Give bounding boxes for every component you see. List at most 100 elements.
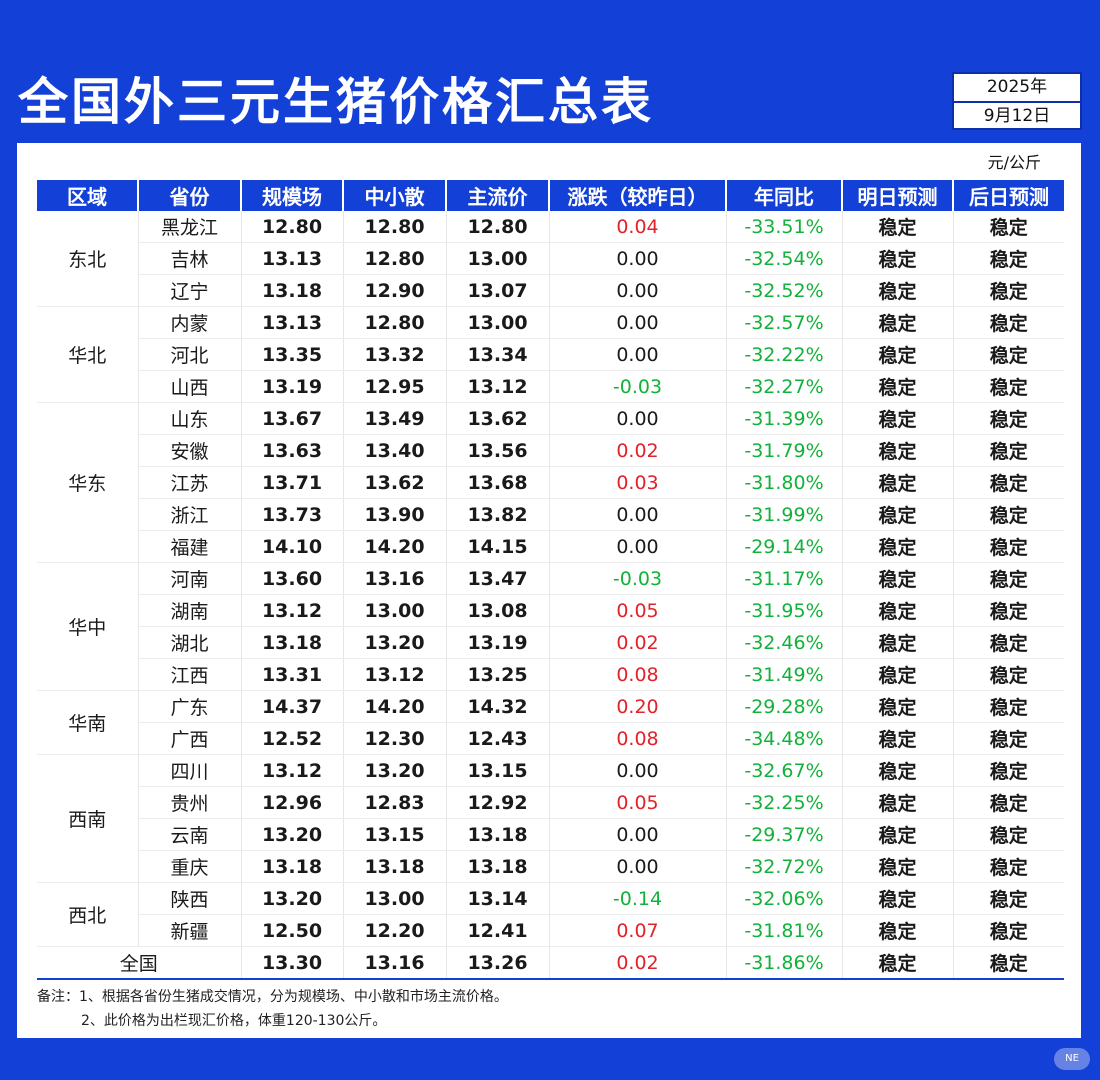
change-value: 0.04 [549,211,727,243]
forecast-tomorrow: 稳定 [842,690,954,723]
small-farm-price: 13.20 [343,626,447,659]
forecast-tomorrow: 稳定 [842,946,954,980]
large-farm-price: 13.60 [241,562,344,595]
main-price: 13.18 [446,850,550,883]
forecast-tomorrow: 稳定 [842,914,954,947]
change-value: 0.08 [549,658,727,691]
main-price: 13.25 [446,658,550,691]
yoy-value: -33.51% [726,211,843,243]
forecast-dayafter: 稳定 [953,211,1064,243]
large-farm-price: 13.63 [241,434,344,467]
small-farm-price: 13.40 [343,434,447,467]
province-cell: 吉林 [138,242,242,275]
header-province: 省份 [138,180,242,211]
table-card: 元/公斤 区域 省份 规模场 中小散 主流价 涨跌（较昨日） 年同比 明日预测 … [17,143,1081,1038]
province-cell: 江西 [138,658,242,691]
province-cell: 内蒙 [138,306,242,339]
table-row: 山西 13.19 12.95 13.12 -0.03 -32.27% 稳定 稳定 [37,370,1064,403]
large-farm-price: 13.67 [241,402,344,435]
table-row: 华北 内蒙 13.13 12.80 13.00 0.00 -32.57% 稳定 稳定 [37,306,1064,403]
forecast-tomorrow: 稳定 [842,434,954,467]
province-cell: 黑龙江 [138,211,242,243]
main-price: 13.19 [446,626,550,659]
main-price: 13.00 [446,242,550,275]
notes: 备注：1、根据各省份生猪成交情况，分为规模场、中小散和市场主流价格。 2、此价格… [37,985,508,1033]
main-price: 13.68 [446,466,550,499]
header-small-farm: 中小散 [343,180,447,211]
forecast-tomorrow: 稳定 [842,850,954,883]
forecast-tomorrow: 稳定 [842,498,954,531]
table-row: 安徽 13.63 13.40 13.56 0.02 -31.79% 稳定 稳定 [37,434,1064,467]
change-value: 0.00 [549,850,727,883]
forecast-dayafter: 稳定 [953,370,1064,403]
yoy-value: -31.95% [726,594,843,627]
small-farm-price: 12.20 [343,914,447,947]
large-farm-price: 13.71 [241,466,344,499]
forecast-tomorrow: 稳定 [842,754,954,787]
main-price: 12.80 [446,211,550,243]
small-farm-price: 12.80 [343,211,447,243]
large-farm-price: 13.12 [241,594,344,627]
forecast-tomorrow: 稳定 [842,466,954,499]
small-farm-price: 13.16 [343,946,447,980]
change-value: 0.00 [549,530,727,563]
large-farm-price: 13.73 [241,498,344,531]
province-cell: 江苏 [138,466,242,499]
change-value: 0.00 [549,498,727,531]
table-row: 华东 山东 13.67 13.49 13.62 0.00 -31.39% 稳定 稳定 [37,402,1064,563]
forecast-tomorrow: 稳定 [842,626,954,659]
large-farm-price: 13.18 [241,274,344,307]
province-cell: 福建 [138,530,242,563]
change-value: -0.14 [549,882,727,915]
change-value: 0.00 [549,754,727,787]
province-cell: 贵州 [138,786,242,819]
yoy-value: -29.37% [726,818,843,851]
forecast-dayafter: 稳定 [953,338,1064,371]
yoy-value: -32.54% [726,242,843,275]
national-label: 全国 [37,946,242,980]
large-farm-price: 14.10 [241,530,344,563]
province-cell: 云南 [138,818,242,851]
region-cell: 华中 [37,562,139,691]
header-yoy: 年同比 [726,180,843,211]
yoy-value: -31.99% [726,498,843,531]
table-row: 新疆 12.50 12.20 12.41 0.07 -31.81% 稳定 稳定 [37,914,1064,947]
header-change: 涨跌（较昨日） [549,180,727,211]
yoy-value: -31.79% [726,434,843,467]
forecast-dayafter: 稳定 [953,850,1064,883]
forecast-dayafter: 稳定 [953,626,1064,659]
main-price: 12.92 [446,786,550,819]
change-value: 0.03 [549,466,727,499]
forecast-dayafter: 稳定 [953,242,1064,275]
forecast-dayafter: 稳定 [953,594,1064,627]
change-value: -0.03 [549,370,727,403]
large-farm-price: 13.18 [241,850,344,883]
large-farm-price: 13.12 [241,754,344,787]
forecast-tomorrow: 稳定 [842,658,954,691]
yoy-value: -34.48% [726,722,843,755]
yoy-value: -31.39% [726,402,843,435]
small-farm-price: 13.12 [343,658,447,691]
province-cell: 辽宁 [138,274,242,307]
national-total-row: 全国 13.30 13.16 13.26 0.02 -31.86% 稳定 稳定 [37,946,1064,980]
main-price: 13.14 [446,882,550,915]
region-cell: 东北 [37,211,139,307]
forecast-tomorrow: 稳定 [842,370,954,403]
large-farm-price: 13.31 [241,658,344,691]
table-row: 华中 河南 13.60 13.16 13.47 -0.03 -31.17% 稳定 稳定 [37,562,1064,691]
date-year: 2025年 [954,74,1080,103]
forecast-dayafter: 稳定 [953,466,1064,499]
small-farm-price: 12.80 [343,306,447,339]
forecast-tomorrow: 稳定 [842,530,954,563]
forecast-dayafter: 稳定 [953,914,1064,947]
small-farm-price: 13.32 [343,338,447,371]
province-cell: 浙江 [138,498,242,531]
yoy-value: -32.52% [726,274,843,307]
change-value: 0.20 [549,690,727,723]
large-farm-price: 14.37 [241,690,344,723]
forecast-dayafter: 稳定 [953,498,1064,531]
forecast-dayafter: 稳定 [953,658,1064,691]
province-cell: 河北 [138,338,242,371]
province-cell: 山西 [138,370,242,403]
main-price: 13.62 [446,402,550,435]
